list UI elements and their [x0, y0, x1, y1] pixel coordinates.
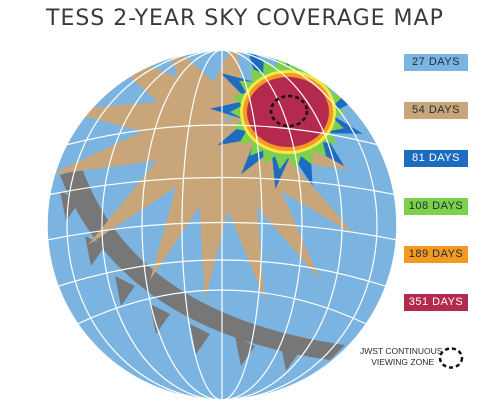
- dashed-circle-icon: [438, 347, 464, 369]
- globe-grid-lines: [47, 50, 397, 400]
- jwst-zone-outline: [269, 94, 309, 128]
- gray-band-tooth-1: [60, 191, 80, 221]
- grid-parallel-4: [47, 259, 397, 291]
- jwst-label-line2: VIEWING ZONE: [371, 357, 434, 367]
- gray-band-tooth-3: [115, 276, 135, 306]
- legend-item-27-days: 27 DAYS: [404, 54, 468, 71]
- tan-ray-4: [88, 124, 222, 245]
- grid-meridian-3: [101, 50, 343, 400]
- grid-parallel-2: [47, 176, 397, 196]
- legend-item-81-days: 81 DAYS: [404, 150, 468, 167]
- tan-ray-5: [150, 124, 222, 280]
- coverage-351-days-core: [247, 77, 329, 147]
- gray-band-tooth-4: [150, 304, 170, 334]
- legend-item-54-days: 54 DAYS: [404, 102, 468, 119]
- globe-outline: [46, 49, 398, 401]
- northern-pole-coverage: [210, 50, 365, 189]
- jwst-label-line1: JWST CONTINUOUS: [360, 346, 443, 356]
- gray-band-tooth-5: [190, 324, 210, 354]
- grid-parallel-1: [47, 124, 397, 151]
- grid-meridian-2: [141, 50, 303, 400]
- tan-ray-3: [50, 124, 222, 175]
- legend-item-108-days: 108 DAYS: [404, 198, 468, 215]
- legend-item-189-days: 189 DAYS: [404, 246, 468, 263]
- gray-band-tooth-7: [280, 341, 300, 371]
- jwst-zone-label: JWST CONTINUOUS VIEWING ZONE: [360, 346, 443, 368]
- map-title: TESS 2-YEAR SKY COVERAGE MAP: [46, 6, 444, 31]
- grid-parallel-5: [47, 289, 397, 341]
- grid-meridian-4: [66, 50, 378, 400]
- legend-item-351-days: 351 DAYS: [404, 294, 468, 311]
- grid-meridian-1: [181, 50, 263, 400]
- grid-parallel-3: [47, 221, 397, 241]
- tan-ray-7: [219, 124, 265, 300]
- gray-band-tooth-6: [235, 336, 255, 366]
